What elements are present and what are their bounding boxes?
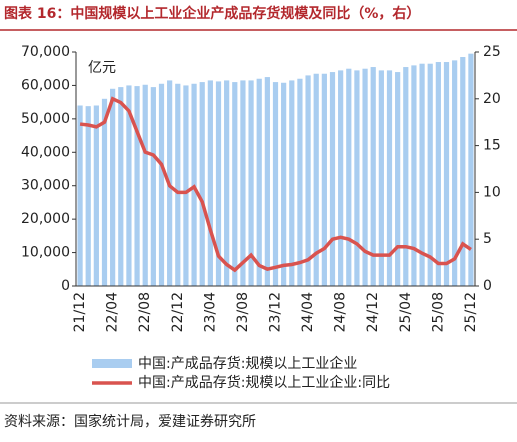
x-tick-label: 21/12 (72, 292, 88, 332)
bar (289, 80, 295, 287)
y-tick-label: 10,000 (21, 245, 70, 261)
bar (232, 82, 238, 286)
bar (313, 73, 319, 286)
line (79, 96, 472, 273)
legend-label: 中国:产成品存货:规模以上工业企业:同比 (138, 374, 390, 391)
bar (378, 70, 384, 286)
x-tick-label: 24/12 (365, 292, 381, 332)
bar (77, 105, 83, 286)
y-tick-label: 70,000 (21, 44, 70, 60)
x-tick-label: 22/08 (137, 292, 153, 332)
bar (224, 80, 230, 287)
source: 资料来源：国家统计局，爱建证券研究所 (4, 413, 256, 430)
bar (207, 80, 213, 287)
bar (468, 53, 474, 286)
y2-tick-label: 0 (483, 278, 492, 294)
bar (272, 82, 279, 286)
bar (281, 82, 287, 286)
bar (118, 87, 124, 286)
x-tick-label: 23/04 (202, 292, 218, 332)
bar (256, 78, 262, 286)
y2-tick-label: 15 (483, 138, 501, 154)
bar (329, 72, 336, 286)
y2-tick-label: 10 (483, 184, 501, 200)
bar (134, 86, 140, 287)
bar (395, 72, 401, 286)
bar (142, 84, 148, 286)
bar (150, 87, 156, 286)
y2-tick-label: 20 (483, 91, 501, 107)
bar (248, 80, 254, 287)
bar (460, 57, 466, 287)
bar (158, 83, 165, 286)
bar (354, 70, 360, 286)
bar (435, 62, 441, 287)
y-tick-label: 50,000 (21, 111, 70, 127)
x-tick-label: 22/04 (105, 292, 121, 332)
bar (93, 105, 99, 286)
bar (411, 65, 417, 286)
unit-label: 亿元 (88, 60, 116, 76)
bar (126, 85, 132, 286)
x-tick-label: 24/08 (333, 292, 349, 332)
bar (101, 98, 108, 286)
chart-title: 图表 16：中国规模以上工业企业产成品存货规模及同比（%，右） (4, 5, 420, 22)
y2-tick-label: 5 (483, 231, 492, 247)
y-tick-label: 0 (61, 278, 70, 294)
bar (370, 67, 376, 287)
y-tick-label: 60,000 (21, 77, 70, 93)
y-tick-label: 30,000 (21, 178, 70, 194)
x-tick-label: 23/08 (235, 292, 251, 332)
bar (419, 63, 425, 287)
bar (199, 82, 205, 286)
y-tick-label: 20,000 (21, 211, 70, 227)
bar (240, 80, 246, 287)
x-tick-label: 24/04 (300, 292, 316, 332)
legend-label: 中国:产成品存货:规模以上工业企业 (138, 355, 357, 372)
y-tick-label: 40,000 (21, 144, 70, 160)
x-tick-label: 25/12 (463, 292, 479, 332)
bar (403, 67, 409, 287)
legend-swatch (92, 359, 132, 368)
x-tick-label: 25/08 (430, 292, 446, 332)
bar (386, 70, 393, 286)
bar (321, 73, 327, 286)
bar (338, 70, 344, 286)
bar (427, 63, 433, 287)
y2-tick-label: 25 (483, 44, 501, 60)
bar (443, 62, 450, 287)
bar (110, 88, 116, 287)
bar (175, 83, 181, 286)
bar (362, 68, 368, 286)
bar (215, 81, 222, 286)
bar (305, 75, 311, 287)
x-tick-label: 23/12 (268, 292, 284, 332)
bar (183, 85, 189, 286)
bar (264, 77, 270, 286)
bar (346, 68, 352, 286)
x-tick-label: 22/12 (170, 292, 186, 332)
x-tick-label: 25/04 (398, 292, 414, 332)
bar (85, 106, 91, 286)
bar (297, 78, 303, 286)
bar (452, 60, 458, 286)
